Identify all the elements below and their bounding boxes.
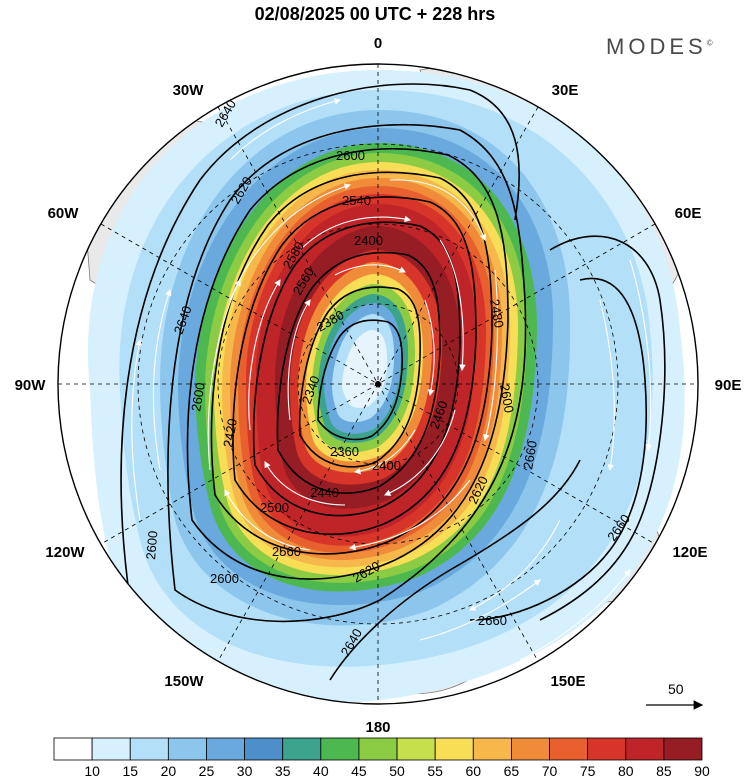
north-pole-marker <box>375 381 381 387</box>
vector-scale-label: 50 <box>668 681 684 697</box>
colorbar-tick-label: 20 <box>161 763 177 779</box>
lon-label-150w: 150W <box>164 673 204 690</box>
brand-text: MODES <box>606 34 707 59</box>
colorbar-tick-label: 90 <box>694 763 710 779</box>
colorbar-tick-label: 85 <box>656 763 672 779</box>
colorbar-swatch <box>396 737 436 761</box>
colorbar: 10 15 20 25 30 35 40 45 50 55 60 65 70 75 80 85 90 <box>53 737 710 779</box>
colorbar-swatch <box>91 737 131 761</box>
lon-label-0: 0 <box>374 35 382 52</box>
colorbar-tick-label: 10 <box>84 763 100 779</box>
colorbar-swatch <box>511 737 550 761</box>
colorbar-swatch <box>129 737 169 761</box>
contour-label-group: 2640 2620 2600 2580 2560 2540 2500 2480 … <box>143 97 633 659</box>
contour-label: 2540 <box>342 193 371 208</box>
colorbar-swatch <box>472 737 512 761</box>
colorbar-tick-label: 15 <box>122 763 138 779</box>
contour-label: 2600 <box>497 383 517 414</box>
contour-label: 2420 <box>220 417 240 448</box>
colorbar-tick-label: 40 <box>313 763 329 779</box>
lon-label-120e: 120E <box>672 544 707 561</box>
colorbar-swatch <box>206 737 245 761</box>
colorbar-tick-label: 65 <box>504 763 520 779</box>
colorbar-swatch <box>587 737 627 761</box>
lon-label-60w: 60W <box>48 205 80 222</box>
lon-label-180: 180 <box>365 719 390 736</box>
lon-label-30e: 30E <box>552 82 579 99</box>
colorbar-swatch <box>282 737 322 761</box>
colorbar-tick-label: 30 <box>237 763 253 779</box>
height-contours <box>120 83 666 681</box>
colorbar-swatch <box>358 737 398 761</box>
contour-label: 2600 <box>188 381 208 412</box>
modes-logo: MODES© <box>606 34 713 60</box>
lon-label-120w: 120W <box>45 544 85 561</box>
wind-vectors <box>131 98 652 661</box>
lon-label-60e: 60E <box>675 205 702 222</box>
colorbar-swatch <box>434 737 474 761</box>
map-boundary <box>57 63 699 705</box>
colorbar-swatch <box>625 737 665 761</box>
contour-label: 2660 <box>478 613 507 628</box>
colorbar-swatch <box>53 737 93 761</box>
contour-label: 2360 <box>330 444 359 459</box>
colorbar-tick-label: 50 <box>389 763 405 779</box>
contour-label: 2600 <box>210 571 239 586</box>
colorbar-swatch <box>320 737 360 761</box>
colorbar-tick-label: 60 <box>466 763 482 779</box>
lon-label-90e: 90E <box>715 377 742 394</box>
colorbar-swatch <box>549 737 589 761</box>
contour-label: 2600 <box>143 530 160 560</box>
colorbar-swatch <box>167 737 207 761</box>
colorbar-tick-label: 75 <box>580 763 596 779</box>
contour-label: 2600 <box>336 148 365 163</box>
lon-label-90w: 90W <box>15 377 47 394</box>
contour-label: 2500 <box>260 500 289 515</box>
lon-label-30w: 30W <box>173 82 205 99</box>
wind-speed-bands <box>87 70 685 703</box>
colorbar-swatch <box>244 737 284 761</box>
contour-label: 2480 <box>487 298 507 329</box>
colorbar-tick-label: 45 <box>351 763 367 779</box>
colorbar-tick-label: 55 <box>427 763 443 779</box>
contour-label: 2560 <box>272 544 301 559</box>
colorbar-swatch <box>663 737 703 761</box>
colorbar-tick-label: 80 <box>618 763 634 779</box>
contour-label: 2660 <box>520 439 540 470</box>
contour-label: 2400 <box>354 233 383 248</box>
contour-label: 2400 <box>372 458 401 473</box>
lon-label-150e: 150E <box>550 673 585 690</box>
colorbar-tick-label: 70 <box>542 763 558 779</box>
colorbar-tick-label: 35 <box>275 763 291 779</box>
brand-copyright: © <box>706 38 713 48</box>
contour-label: 2440 <box>310 485 339 500</box>
map-title: 02/08/2025 00 UTC + 228 hrs <box>254 4 496 24</box>
colorbar-tick-label: 25 <box>199 763 215 779</box>
